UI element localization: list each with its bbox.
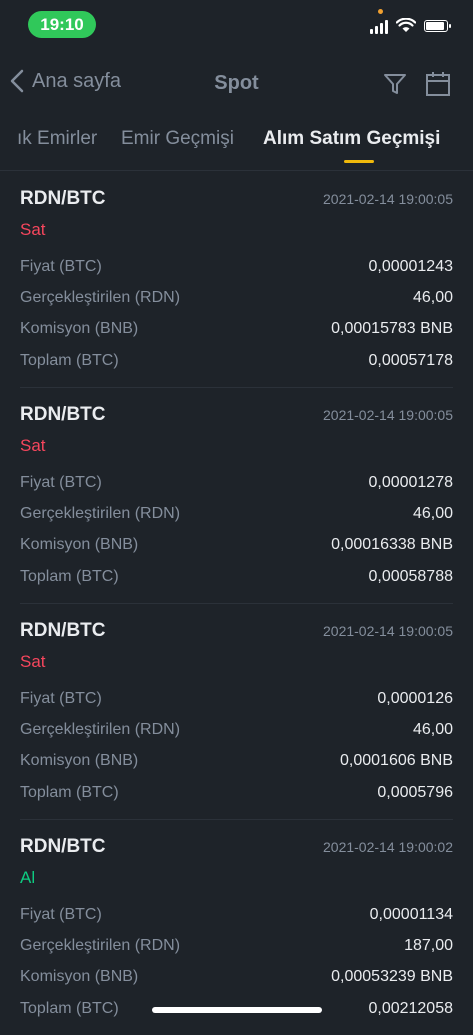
fee-label: Komisyon (BNB) — [20, 968, 139, 985]
fee-row: Komisyon (BNB) 0,00015783 BNB — [20, 320, 453, 344]
fee-value: 0,00016338 BNB — [331, 536, 453, 553]
filled-row: Gerçekleştirilen (RDN) 46,00 — [20, 721, 453, 745]
total-value: 0,0005796 — [377, 784, 453, 801]
active-tab-indicator — [344, 160, 374, 163]
chevron-left-icon — [10, 69, 24, 93]
filled-label: Gerçekleştirilen (RDN) — [20, 937, 181, 954]
back-button[interactable]: Ana sayfa — [10, 69, 121, 93]
status-bar: 19:10 — [0, 0, 473, 50]
tab-trade-history[interactable]: Alım Satım Geçmişi — [263, 128, 441, 149]
privacy-indicator-dot — [378, 9, 383, 14]
filled-label: Gerçekleştirilen (RDN) — [20, 289, 181, 306]
fee-label: Komisyon (BNB) — [20, 752, 139, 769]
back-label: Ana sayfa — [32, 69, 121, 92]
trade-card[interactable]: RDN/BTC 2021-02-14 19:00:05 Sat Fiyat (B… — [20, 388, 453, 604]
total-row: Toplam (BTC) 0,0005796 — [20, 784, 453, 808]
trade-history-list: RDN/BTC 2021-02-14 19:00:05 Sat Fiyat (B… — [0, 172, 473, 1035]
filter-icon[interactable] — [382, 71, 408, 97]
price-value: 0,00001278 — [368, 474, 453, 491]
price-value: 0,00001243 — [368, 258, 453, 275]
price-row: Fiyat (BTC) 0,00001278 — [20, 474, 453, 498]
trade-card[interactable]: RDN/BTC 2021-02-14 19:00:05 Sat Fiyat (B… — [20, 172, 453, 388]
status-time: 19:10 — [28, 11, 96, 38]
fee-row: Komisyon (BNB) 0,00053239 BNB — [20, 968, 453, 992]
price-label: Fiyat (BTC) — [20, 906, 102, 923]
trade-side: Sat — [20, 220, 46, 239]
total-label: Toplam (BTC) — [20, 784, 119, 801]
fee-label: Komisyon (BNB) — [20, 536, 139, 553]
price-value: 0,00001134 — [369, 906, 453, 923]
trade-side: Sat — [20, 652, 46, 671]
fee-value: 0,00015783 BNB — [331, 320, 453, 337]
filled-value: 46,00 — [412, 289, 453, 306]
price-row: Fiyat (BTC) 0,0000126 — [20, 690, 453, 714]
home-indicator[interactable] — [152, 1007, 322, 1013]
price-row: Fiyat (BTC) 0,00001243 — [20, 258, 453, 282]
trade-pair: RDN/BTC — [20, 404, 106, 425]
filled-row: Gerçekleştirilen (RDN) 46,00 — [20, 505, 453, 529]
filled-label: Gerçekleştirilen (RDN) — [20, 505, 181, 522]
filled-row: Gerçekleştirilen (RDN) 187,00 — [20, 937, 453, 961]
tab-order-history[interactable]: Emir Geçmişi — [121, 128, 234, 149]
trade-pair: RDN/BTC — [20, 836, 106, 857]
total-label: Toplam (BTC) — [20, 568, 119, 585]
tab-open-orders[interactable]: ık Emirler — [17, 128, 98, 149]
trade-date: 2021-02-14 19:00:05 — [323, 407, 453, 423]
price-label: Fiyat (BTC) — [20, 690, 102, 707]
wifi-icon — [396, 18, 416, 32]
top-navigation-bar: Ana sayfa Spot — [0, 58, 473, 110]
filled-value: 46,00 — [412, 721, 453, 738]
calendar-icon[interactable] — [425, 71, 451, 97]
trade-card[interactable]: RDN/BTC 2021-02-14 19:00:05 Sat Fiyat (B… — [20, 604, 453, 820]
tab-bar: ık Emirler Emir Geçmişi Alım Satım Geçmi… — [0, 120, 473, 171]
trade-pair: RDN/BTC — [20, 188, 106, 209]
trade-date: 2021-02-14 19:00:05 — [323, 191, 453, 207]
total-value: 0,00057178 — [368, 352, 453, 369]
total-row: Toplam (BTC) 0,00212058 — [20, 1000, 453, 1024]
battery-icon — [424, 20, 451, 32]
fee-value: 0,00053239 BNB — [331, 968, 453, 985]
trade-side: Sat — [20, 436, 46, 455]
filled-value: 46,00 — [412, 505, 453, 522]
trade-card[interactable]: RDN/BTC 2021-02-14 19:00:02 Al Fiyat (BT… — [20, 820, 453, 1035]
trade-date: 2021-02-14 19:00:02 — [323, 839, 453, 855]
fee-label: Komisyon (BNB) — [20, 320, 139, 337]
price-row: Fiyat (BTC) 0,00001134 — [20, 906, 453, 930]
trade-date: 2021-02-14 19:00:05 — [323, 623, 453, 639]
total-label: Toplam (BTC) — [20, 352, 119, 369]
total-value: 0,00058788 — [368, 568, 453, 585]
price-label: Fiyat (BTC) — [20, 474, 102, 491]
filled-value: 187,00 — [404, 937, 453, 954]
fee-row: Komisyon (BNB) 0,0001606 BNB — [20, 752, 453, 776]
total-row: Toplam (BTC) 0,00058788 — [20, 568, 453, 592]
fee-value: 0,0001606 BNB — [340, 752, 453, 769]
filled-label: Gerçekleştirilen (RDN) — [20, 721, 181, 738]
trade-side: Al — [20, 868, 36, 887]
trade-pair: RDN/BTC — [20, 620, 106, 641]
total-label: Toplam (BTC) — [20, 1000, 119, 1017]
fee-row: Komisyon (BNB) 0,00016338 BNB — [20, 536, 453, 560]
total-value: 0,00212058 — [368, 1000, 453, 1017]
cellular-signal-icon — [370, 20, 388, 34]
price-value: 0,0000126 — [377, 690, 453, 707]
price-label: Fiyat (BTC) — [20, 258, 102, 275]
page-title: Spot — [214, 72, 259, 94]
filled-row: Gerçekleştirilen (RDN) 46,00 — [20, 289, 453, 313]
total-row: Toplam (BTC) 0,00057178 — [20, 352, 453, 376]
